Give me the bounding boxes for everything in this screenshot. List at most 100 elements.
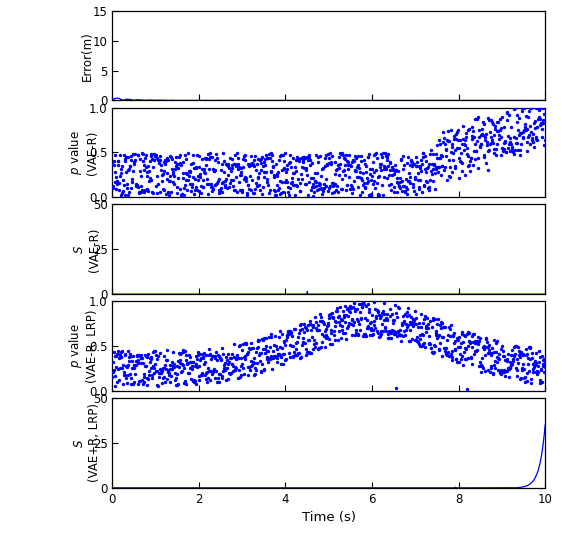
Point [355, 173, 364, 182]
Point [359, 331, 368, 340]
Point [448, 149, 457, 157]
Point [214, 370, 223, 379]
Point [126, 374, 135, 383]
Point [326, 326, 335, 334]
Point [157, 176, 166, 185]
Point [168, 168, 177, 177]
Point [496, 133, 505, 141]
Point [206, 376, 215, 384]
Point [416, 335, 425, 344]
Point [394, 167, 403, 176]
Point [294, 154, 303, 163]
Point [465, 339, 474, 348]
Point [135, 154, 144, 163]
Point [273, 168, 282, 177]
Point [171, 376, 180, 384]
Point [506, 363, 515, 372]
Point [528, 129, 537, 138]
Point [257, 153, 266, 162]
Point [284, 329, 293, 338]
Point [361, 302, 370, 311]
Point [428, 170, 437, 179]
Point [377, 327, 386, 335]
Point [309, 323, 318, 332]
Point [501, 137, 510, 146]
Point [369, 330, 378, 339]
Point [518, 365, 527, 374]
Point [527, 348, 536, 357]
Point [424, 184, 433, 192]
Point [273, 170, 282, 179]
Point [335, 318, 344, 327]
Point [340, 302, 349, 311]
Point [214, 185, 223, 194]
Point [189, 377, 198, 385]
Point [393, 302, 402, 311]
Point [171, 162, 180, 171]
Point [307, 349, 316, 357]
Point [339, 165, 348, 174]
Point [428, 315, 437, 324]
Point [111, 363, 120, 372]
Point [133, 182, 142, 191]
Point [130, 364, 139, 373]
Point [466, 354, 475, 363]
Point [234, 353, 243, 362]
Point [110, 150, 119, 159]
Point [121, 373, 130, 382]
Point [271, 191, 280, 199]
Point [352, 305, 361, 313]
Point [537, 377, 546, 386]
Point [219, 178, 228, 186]
Point [177, 368, 186, 377]
Point [540, 355, 549, 364]
Point [451, 355, 460, 364]
Point [462, 144, 471, 153]
Point [387, 180, 396, 189]
Point [414, 169, 423, 177]
Point [370, 298, 379, 307]
Point [384, 150, 393, 159]
Point [380, 149, 389, 157]
Point [283, 327, 292, 336]
Point [397, 321, 406, 330]
Point [241, 173, 250, 182]
Point [255, 156, 264, 164]
Point [469, 330, 478, 338]
Point [525, 104, 534, 112]
Point [123, 190, 132, 199]
Point [244, 363, 253, 372]
Point [441, 347, 450, 356]
Point [405, 337, 414, 345]
Point [519, 133, 528, 142]
Point [256, 349, 265, 358]
Point [491, 122, 500, 131]
Point [520, 374, 529, 383]
Point [532, 132, 541, 141]
Point [220, 364, 229, 372]
Point [420, 312, 429, 320]
Point [185, 167, 194, 176]
Point [446, 350, 455, 358]
Point [211, 353, 220, 362]
Point [300, 164, 309, 172]
Point [460, 136, 469, 144]
Point [108, 183, 117, 192]
Point [441, 145, 450, 154]
Point [519, 350, 528, 359]
Point [159, 158, 168, 166]
Point [319, 320, 328, 328]
Point [464, 342, 473, 351]
Point [280, 164, 289, 172]
Point [293, 152, 302, 161]
Point [173, 380, 182, 389]
Point [111, 167, 120, 176]
Point [118, 363, 127, 372]
Point [460, 355, 469, 364]
Point [528, 134, 537, 143]
Point [412, 162, 421, 170]
Point [279, 157, 288, 165]
Point [333, 182, 342, 190]
Point [169, 363, 178, 371]
Point [269, 162, 278, 171]
